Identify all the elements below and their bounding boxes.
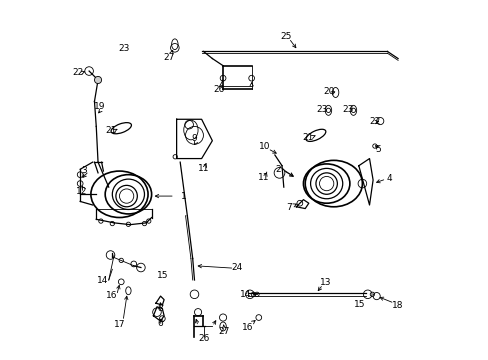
Text: 23: 23 (316, 105, 327, 114)
Text: 22: 22 (72, 68, 83, 77)
Text: 1: 1 (181, 192, 186, 201)
Text: 10: 10 (259, 142, 270, 151)
Text: 19: 19 (94, 102, 105, 111)
Text: 15: 15 (353, 300, 365, 309)
Text: 8: 8 (157, 304, 163, 313)
Text: 2: 2 (274, 166, 280, 175)
Text: 11: 11 (258, 173, 269, 182)
Text: 6: 6 (157, 319, 163, 328)
Text: 3: 3 (81, 166, 86, 175)
Text: 12: 12 (76, 187, 87, 196)
Text: 16: 16 (105, 291, 117, 300)
Text: 26: 26 (213, 85, 224, 94)
Text: 7: 7 (285, 203, 291, 212)
Text: 27: 27 (218, 327, 229, 336)
Text: 15: 15 (157, 271, 168, 280)
Text: 16: 16 (242, 323, 253, 332)
Text: 23: 23 (342, 105, 353, 114)
Text: 9: 9 (191, 134, 197, 143)
Text: 22: 22 (368, 117, 379, 126)
Text: 23: 23 (118, 44, 129, 53)
Text: 14: 14 (97, 276, 108, 285)
Text: 11: 11 (197, 164, 209, 173)
Text: 18: 18 (391, 301, 403, 310)
Text: 14: 14 (240, 290, 251, 299)
Text: 4: 4 (386, 174, 391, 183)
Text: 13: 13 (319, 278, 330, 287)
Text: 24: 24 (231, 263, 243, 272)
Text: 25: 25 (280, 32, 291, 41)
Text: 27: 27 (163, 53, 175, 62)
Text: 21: 21 (105, 126, 116, 135)
Text: 17: 17 (114, 320, 125, 329)
Text: 21: 21 (302, 132, 313, 141)
Text: 26: 26 (199, 334, 210, 343)
Circle shape (94, 76, 102, 84)
Text: 5: 5 (375, 145, 381, 154)
Text: 20: 20 (323, 87, 334, 96)
